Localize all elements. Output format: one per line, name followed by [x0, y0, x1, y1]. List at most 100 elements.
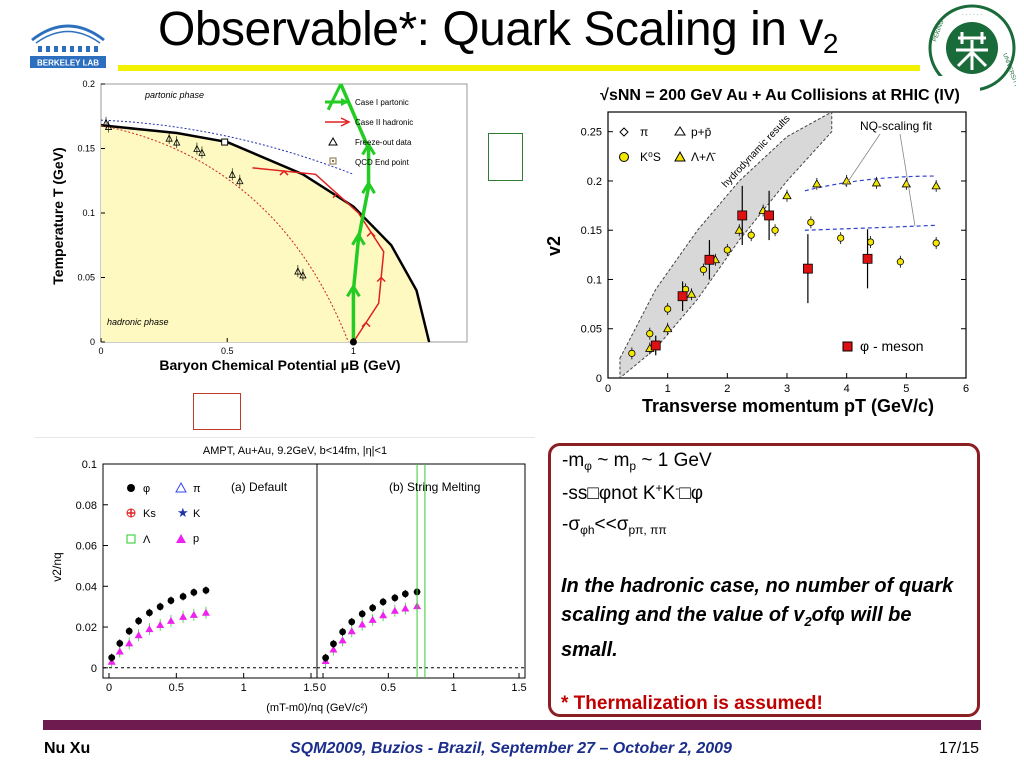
phase-x-axis-label: Baryon Chemical Potential μB (GeV)	[159, 357, 400, 373]
phi-point-ampt	[339, 628, 346, 636]
footer-bar	[43, 720, 981, 730]
notes-box	[548, 443, 980, 717]
phi-point-ampt	[116, 639, 124, 647]
legend-pi: π	[640, 125, 648, 139]
nq-fit-annotation: NQ-scaling fit	[860, 119, 933, 133]
case-I-trajectory	[339, 83, 371, 150]
proton-point-ampt	[338, 636, 347, 644]
y-tick-label: 0	[90, 337, 95, 347]
proton-point-ampt	[368, 615, 377, 623]
legend-lambda-ampt: Λ	[143, 534, 151, 546]
y-tick-label: 0.1	[587, 274, 602, 286]
proton-point-ampt	[189, 610, 198, 618]
footer-conference: SQM2009, Buzios - Brazil, September 27 –…	[290, 740, 732, 757]
proton-point-ampt	[358, 620, 367, 628]
rhic-title: √sNN = 200 GeV Au + Au Collisions at RHI…	[600, 87, 960, 104]
lambda-point	[734, 225, 744, 234]
k0s-point	[699, 266, 708, 274]
x-tick-label: 0	[106, 682, 112, 694]
phi-point	[677, 291, 688, 302]
y-tick-label: 0.15	[77, 144, 95, 154]
proton-point-ampt	[145, 625, 154, 633]
proton-point-ampt	[179, 612, 188, 620]
red-square-marker	[193, 393, 241, 430]
legend-lambda: Λ+Λ̄	[691, 150, 716, 164]
y-tick-label: 0.25	[581, 127, 602, 139]
proton-point-ampt	[134, 631, 143, 639]
lambda-point	[662, 323, 673, 333]
y-tick-label: 0.15	[581, 225, 602, 237]
phi-point	[764, 210, 775, 221]
x-tick-label: 1.5	[511, 682, 526, 694]
k0s-point	[771, 226, 779, 234]
legend-proton: p+p̄	[691, 125, 712, 139]
x-tick-label: 0	[605, 383, 611, 395]
title-underline	[118, 65, 920, 71]
x-tick-label: 0	[320, 682, 326, 694]
k0s-point	[932, 239, 940, 247]
legend-case-II: Case II hadronic	[355, 118, 413, 127]
legend-pion: π	[193, 483, 201, 495]
note-hadronic-case: In the hadronic case, no number of quark…	[561, 575, 954, 661]
ampt-title: AMPT, Au+Au, 9.2GeV, b<14fm, |η|<1	[203, 445, 387, 457]
case-II-arrow	[376, 276, 386, 283]
phi-point-ampt	[401, 590, 409, 598]
phi-point	[737, 210, 748, 221]
case-I-arrow	[346, 283, 361, 298]
ampt-chart: AMPT, Au+Au, 9.2GeV, b<14fm, |η|<1 0 0.5 1…	[35, 437, 535, 719]
proton-point-ampt	[379, 611, 388, 619]
case-I-arrow	[326, 83, 343, 111]
lambda-point	[686, 289, 697, 298]
k0s-point	[664, 305, 672, 313]
y-tick-label: 0.2	[82, 79, 95, 89]
rhic-x-axis-label: Transverse momentum pT (GeV/c)	[642, 396, 934, 416]
ampt-y-axis-label: v2/nq	[50, 552, 64, 581]
proton-point-ampt	[390, 606, 399, 614]
rhic-y-axis-label: v2	[544, 236, 564, 256]
proton-point-ampt	[125, 639, 134, 647]
phi-point-ampt	[358, 610, 366, 618]
x-tick-label: 0.5	[381, 682, 396, 694]
lambda-point	[871, 178, 882, 187]
legend-proton-ampt: p	[193, 533, 199, 545]
legend-case-I: Case I partonic	[355, 98, 409, 107]
phi-point-ampt	[146, 609, 153, 617]
phi-point-ampt	[156, 603, 164, 611]
hadronic-phase-label: hadronic phase	[107, 317, 169, 327]
phi-point-ampt	[135, 617, 143, 625]
case-II-arrow	[361, 321, 371, 328]
phi-point-ampt	[391, 594, 399, 602]
case-I-arrow	[361, 180, 376, 194]
x-tick-label: 1	[451, 682, 457, 694]
k0s-point	[866, 238, 875, 246]
partonic-phase-label: partonic phase	[144, 90, 204, 100]
y-tick-label: 0.06	[76, 541, 97, 553]
peking-university-logo: · · · · · · UNIVERSITY PEKING	[928, 4, 1016, 92]
phi-point-ampt	[167, 597, 175, 604]
y-tick-label: 0	[596, 373, 602, 385]
k0s-point	[807, 218, 815, 226]
k0s-point	[646, 330, 654, 338]
phi-point	[802, 263, 813, 274]
note-cross-section: -σφh<<σpπ, ππ	[562, 514, 667, 537]
ampt-x-axis-label: (mT-m0)/nq (GeV/c²)	[266, 702, 367, 714]
k0s-point	[747, 231, 755, 239]
y-tick-label: 0.08	[76, 500, 97, 512]
legend-k0s: K⁰S	[640, 150, 661, 164]
x-tick-label: 5	[903, 383, 909, 395]
proton-point-ampt	[401, 604, 410, 612]
note-thermalization: * Thermalization is assumed!	[561, 693, 823, 714]
x-tick-label: 1	[665, 383, 671, 395]
x-tick-label: 4	[844, 383, 850, 395]
svg-text:BERKELEY LAB: BERKELEY LAB	[37, 59, 99, 68]
y-tick-label: 0.1	[82, 459, 97, 471]
phi-point-ampt	[125, 627, 133, 635]
legend-freezeout: Freeze-out data	[355, 138, 412, 147]
x-tick-label: 0.5	[221, 346, 234, 356]
x-tick-label: 1.5	[303, 682, 318, 694]
phase-legend: Case I partonic Case II hadronic Freeze-…	[325, 98, 413, 167]
y-tick-label: 0.02	[76, 622, 97, 634]
legend-kaon: K	[193, 508, 201, 520]
phase-y-axis-label: Temperature T (GeV)	[50, 147, 66, 284]
legend-end-point: QCD End point	[355, 158, 410, 167]
